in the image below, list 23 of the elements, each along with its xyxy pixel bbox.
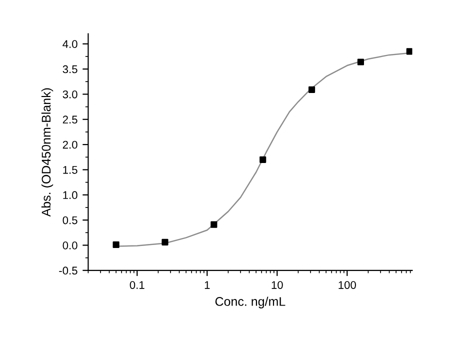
point [162, 238, 168, 246]
x-tick-label: 100 [338, 281, 356, 289]
y-tick-label: 1.5 [63, 166, 78, 174]
y-tick-label: 2.5 [62, 116, 78, 124]
point [210, 221, 218, 228]
y-tick-label: 1.0 [63, 191, 78, 200]
y-tick-label: 0.5 [62, 216, 78, 224]
y-tick-label: 0.0 [62, 241, 78, 250]
y-tick-label: 3.5 [62, 65, 78, 74]
point [357, 58, 364, 66]
y-tick-label: 4.0 [62, 40, 78, 48]
y-tick-label: 3.0 [62, 90, 78, 98]
x-tick-label: 0.1 [130, 281, 144, 289]
x-tick-label: 10 [272, 281, 283, 289]
point [406, 48, 412, 55]
point [308, 86, 316, 93]
x-axis-title: Conc. ng/mL [215, 296, 286, 308]
x-tick-label: 1 [204, 281, 210, 289]
point [260, 156, 266, 163]
y-tick-label: 2.0 [62, 140, 78, 149]
y-tick-label: -0.5 [59, 266, 78, 275]
point [112, 241, 120, 248]
y-axis-title: Abs. (OD450nm-Blank) [41, 88, 54, 217]
